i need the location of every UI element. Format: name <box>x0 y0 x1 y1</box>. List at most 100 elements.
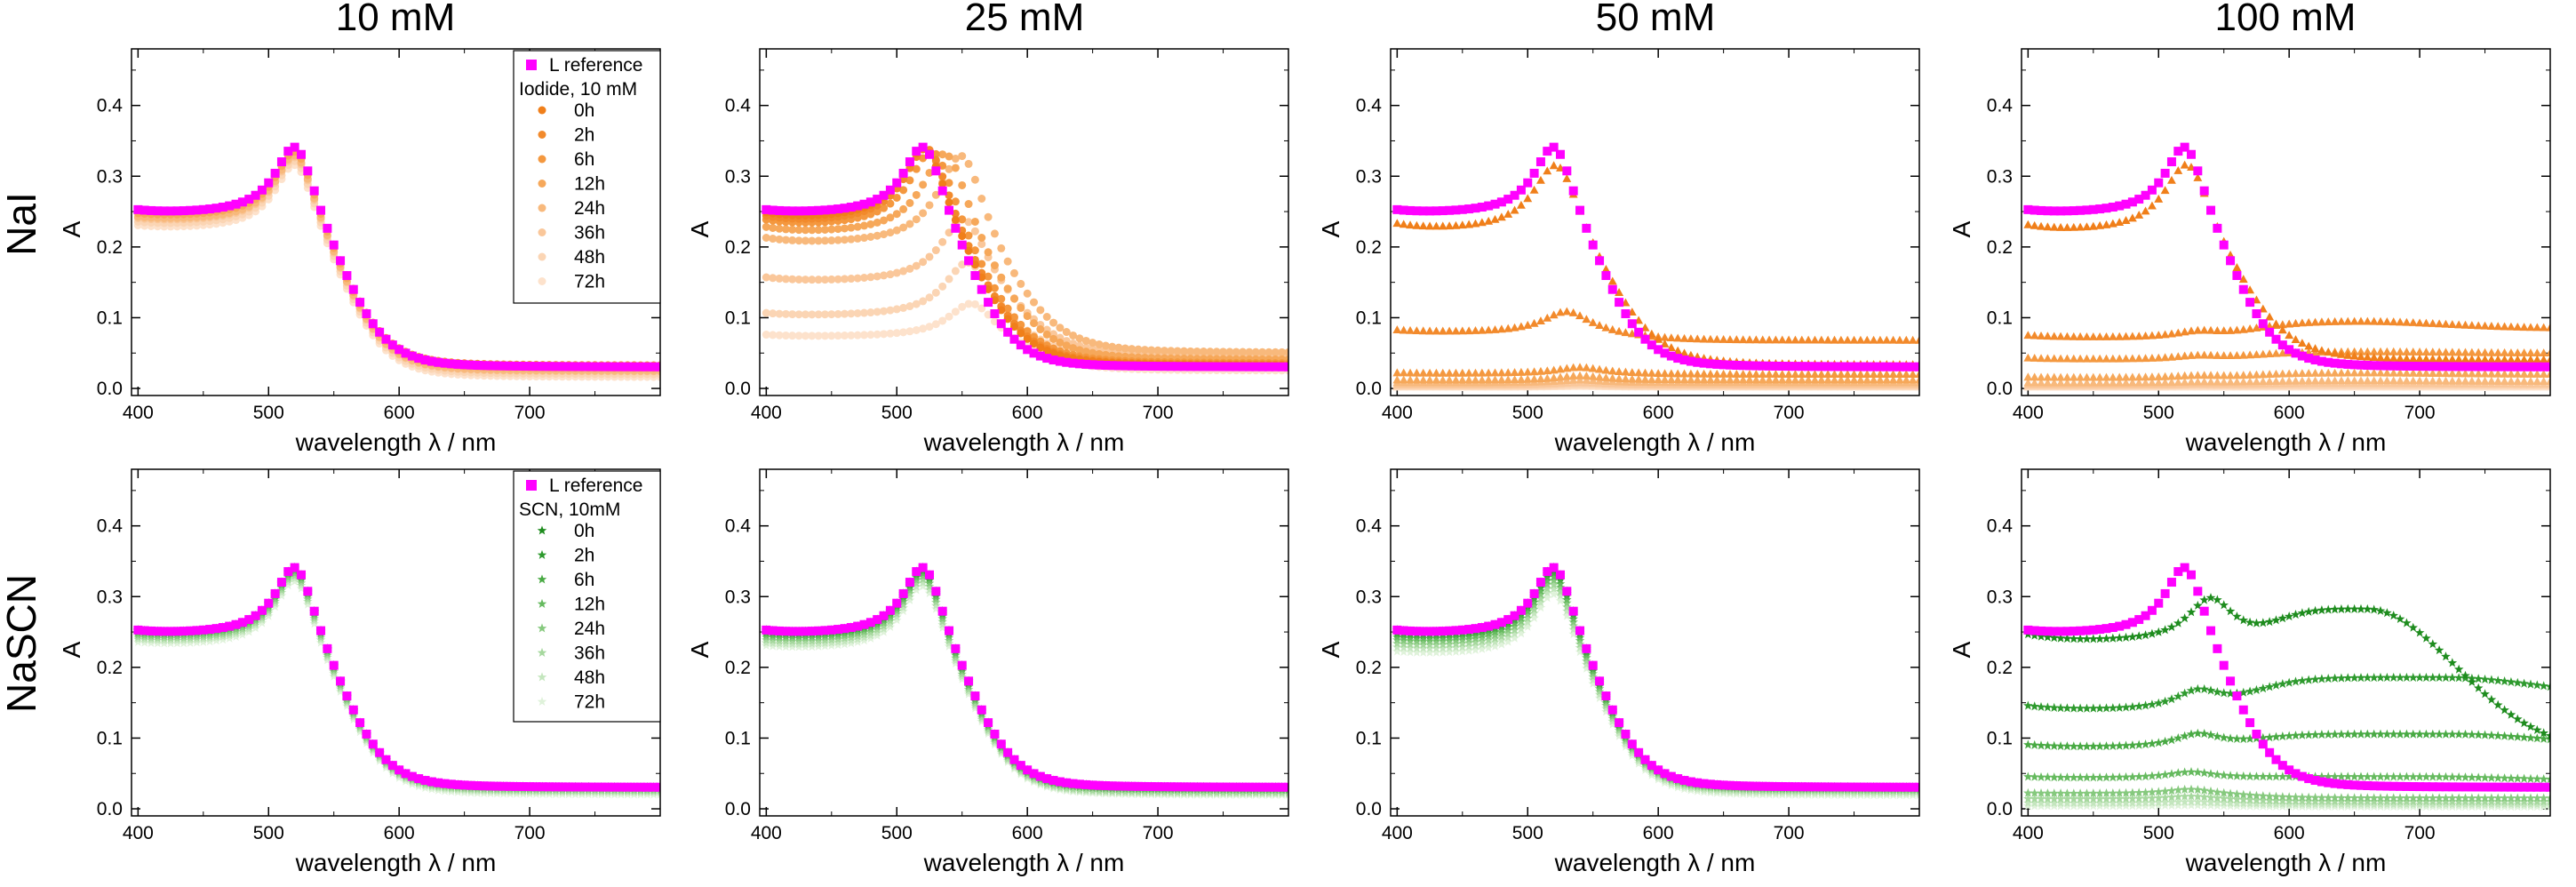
data-point <box>1888 375 1898 384</box>
reference-point <box>2363 361 2373 371</box>
data-point <box>1627 368 1637 376</box>
reference-point <box>525 362 535 372</box>
data-point <box>2193 172 2203 181</box>
reference-point <box>2213 223 2222 233</box>
data-point <box>886 213 895 222</box>
reference-point <box>1121 781 1130 791</box>
reference-point <box>2500 362 2509 372</box>
data-point <box>1855 370 1865 379</box>
data-point <box>1836 375 1846 384</box>
reference-point <box>1146 782 1156 792</box>
reference-point <box>1055 356 1065 366</box>
data-point <box>2500 355 2509 364</box>
data-point <box>853 308 862 317</box>
data-point <box>919 324 928 333</box>
data-point <box>1810 375 1820 384</box>
data-point <box>1588 372 1598 380</box>
data-point <box>2030 331 2039 340</box>
reference-point <box>577 362 586 372</box>
data-point <box>2082 222 2092 231</box>
data-point <box>925 293 934 302</box>
data-point <box>1392 375 1402 384</box>
data-point <box>1568 629 1578 639</box>
reference-point <box>355 298 365 308</box>
data-point <box>2447 376 2457 385</box>
data-point <box>2376 347 2385 356</box>
data-point <box>2519 355 2529 364</box>
data-point <box>2160 372 2170 380</box>
reference-point <box>945 626 954 635</box>
data-point <box>2173 372 2183 380</box>
data-point <box>990 296 999 305</box>
data-point <box>2265 370 2275 379</box>
data-point <box>1516 367 1526 376</box>
data-point <box>2206 325 2215 334</box>
y-tick-label: 0.0 <box>97 799 123 819</box>
data-point <box>892 226 901 235</box>
data-point <box>1568 308 1578 316</box>
legend-item-label: 48h <box>574 667 605 688</box>
data-point <box>2486 355 2496 364</box>
data-point <box>2180 371 2189 380</box>
reference-point <box>387 761 397 771</box>
data-point <box>1405 643 1416 652</box>
legend-item-label: 36h <box>574 223 605 244</box>
data-point <box>2238 371 2248 380</box>
data-point <box>2376 353 2385 362</box>
data-point <box>1882 375 1892 384</box>
reference-point <box>603 782 613 792</box>
data-point <box>2486 369 2496 378</box>
reference-point <box>846 623 856 633</box>
reference-point <box>407 351 417 361</box>
data-point <box>2023 378 2033 387</box>
data-point <box>958 215 967 224</box>
data-point <box>970 175 979 184</box>
reference-point <box>362 729 371 739</box>
reference-point <box>257 605 267 615</box>
data-point <box>1192 347 1201 356</box>
data-point <box>945 191 953 200</box>
data-point <box>937 619 947 629</box>
data-point <box>2134 354 2144 363</box>
data-point <box>846 638 857 648</box>
reference-point <box>440 358 450 368</box>
series-48h <box>762 578 1288 798</box>
data-point <box>919 297 928 306</box>
legend-item-label: 6h <box>574 570 594 590</box>
data-point <box>1523 320 1533 329</box>
data-point <box>323 655 332 665</box>
reference-point <box>2467 362 2476 372</box>
data-point <box>912 578 921 587</box>
data-point <box>984 310 993 319</box>
data-point <box>1686 334 1695 343</box>
data-point <box>912 190 921 199</box>
reference-point <box>873 195 882 204</box>
data-point <box>2546 380 2550 388</box>
reference-point <box>2271 334 2281 344</box>
data-point <box>2526 369 2535 378</box>
data-point <box>2088 372 2098 381</box>
data-point <box>2486 322 2496 330</box>
reference-point <box>905 578 914 587</box>
data-point <box>820 332 829 340</box>
data-point <box>2513 369 2523 378</box>
data-point <box>886 199 895 208</box>
data-point <box>2513 348 2523 356</box>
data-point <box>833 225 842 234</box>
reference-point <box>762 204 771 214</box>
data-point <box>2480 355 2490 364</box>
reference-point <box>970 691 980 701</box>
data-point <box>2147 353 2157 362</box>
data-point <box>762 635 771 644</box>
data-point <box>1777 370 1787 378</box>
series-24h <box>762 152 1288 356</box>
data-point <box>945 152 953 161</box>
x-tick-label: 700 <box>514 403 546 423</box>
reference-point <box>1153 782 1163 792</box>
reference-point <box>840 204 849 213</box>
data-point <box>2173 165 2183 174</box>
data-point <box>1451 326 1461 335</box>
data-point <box>2357 352 2365 361</box>
reference-point <box>506 361 515 371</box>
